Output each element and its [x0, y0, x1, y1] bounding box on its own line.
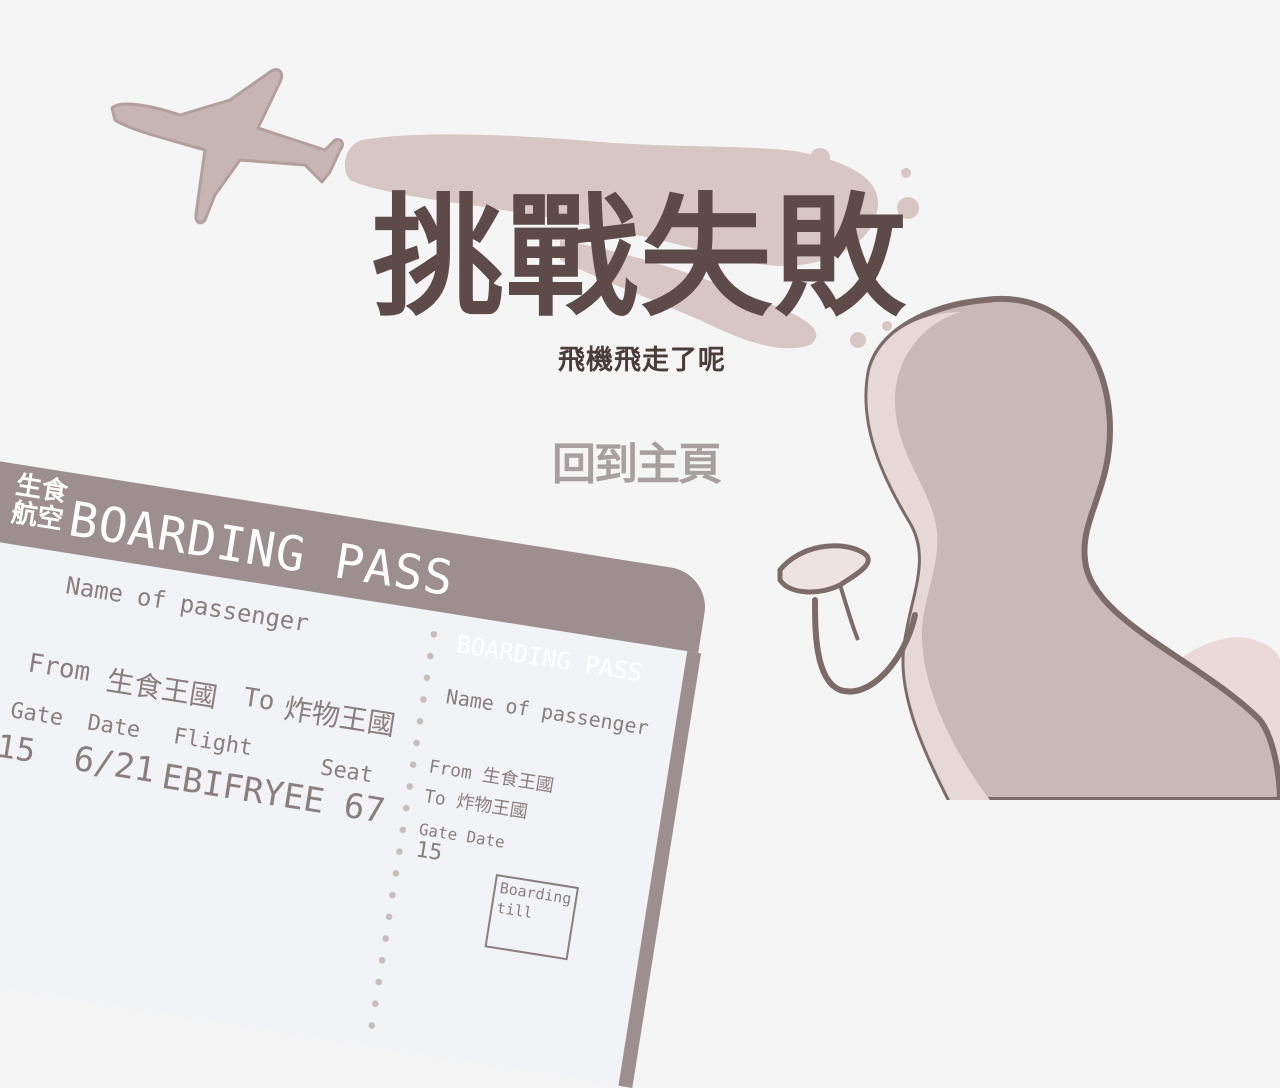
boarding-till-box: Boarding till — [484, 874, 580, 961]
airplane-icon — [110, 68, 344, 225]
character-back — [777, 295, 1280, 800]
back-to-home-label: 回到主頁 — [552, 439, 722, 490]
stub-gate-value: 15 — [413, 837, 445, 867]
boarding-box-line2: till — [495, 898, 534, 923]
page-title: 挑戰失敗 — [372, 185, 908, 325]
contrail-cloud — [344, 134, 919, 349]
subtitle-text: 飛機飛走了呢 — [558, 345, 726, 376]
gate-value: 15 — [0, 726, 39, 771]
subtitle: 飛機飛走了呢 — [0, 338, 1280, 377]
background-illustration — [110, 68, 1280, 800]
svg-text:挑戰失敗: 挑戰失敗 — [372, 185, 908, 325]
to-label: To — [241, 682, 277, 718]
airline-name-bottom: 航空 — [9, 497, 66, 536]
back-to-home-button[interactable]: 回到主頁 — [536, 430, 736, 490]
